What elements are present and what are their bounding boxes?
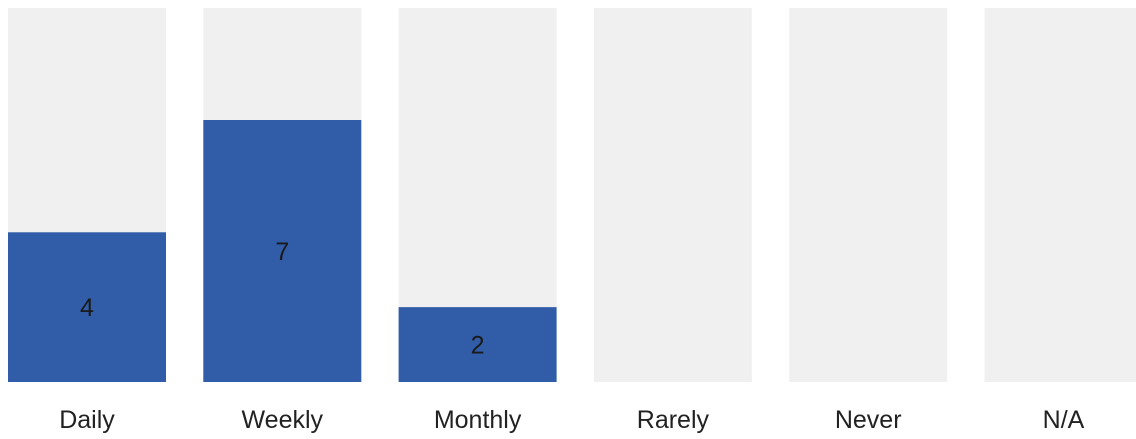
category-label-monthly: Monthly <box>434 406 522 434</box>
category-label-never: Never <box>835 406 902 434</box>
bar-track-rarely <box>593 8 752 382</box>
category-label-daily: Daily <box>59 406 115 434</box>
data-label-daily: 4 <box>80 294 94 322</box>
data-label-monthly: 2 <box>471 332 485 360</box>
category-label-rarely: Rarely <box>637 406 710 434</box>
bar-monthly <box>398 307 557 382</box>
bar-track-never <box>789 8 948 382</box>
category-label-n-a: N/A <box>1043 406 1085 434</box>
bar-track-n-a <box>984 8 1136 382</box>
data-label-weekly: 7 <box>275 238 289 266</box>
bar-weekly <box>203 120 362 382</box>
bar-daily <box>8 232 166 382</box>
category-label-weekly: Weekly <box>242 406 324 434</box>
